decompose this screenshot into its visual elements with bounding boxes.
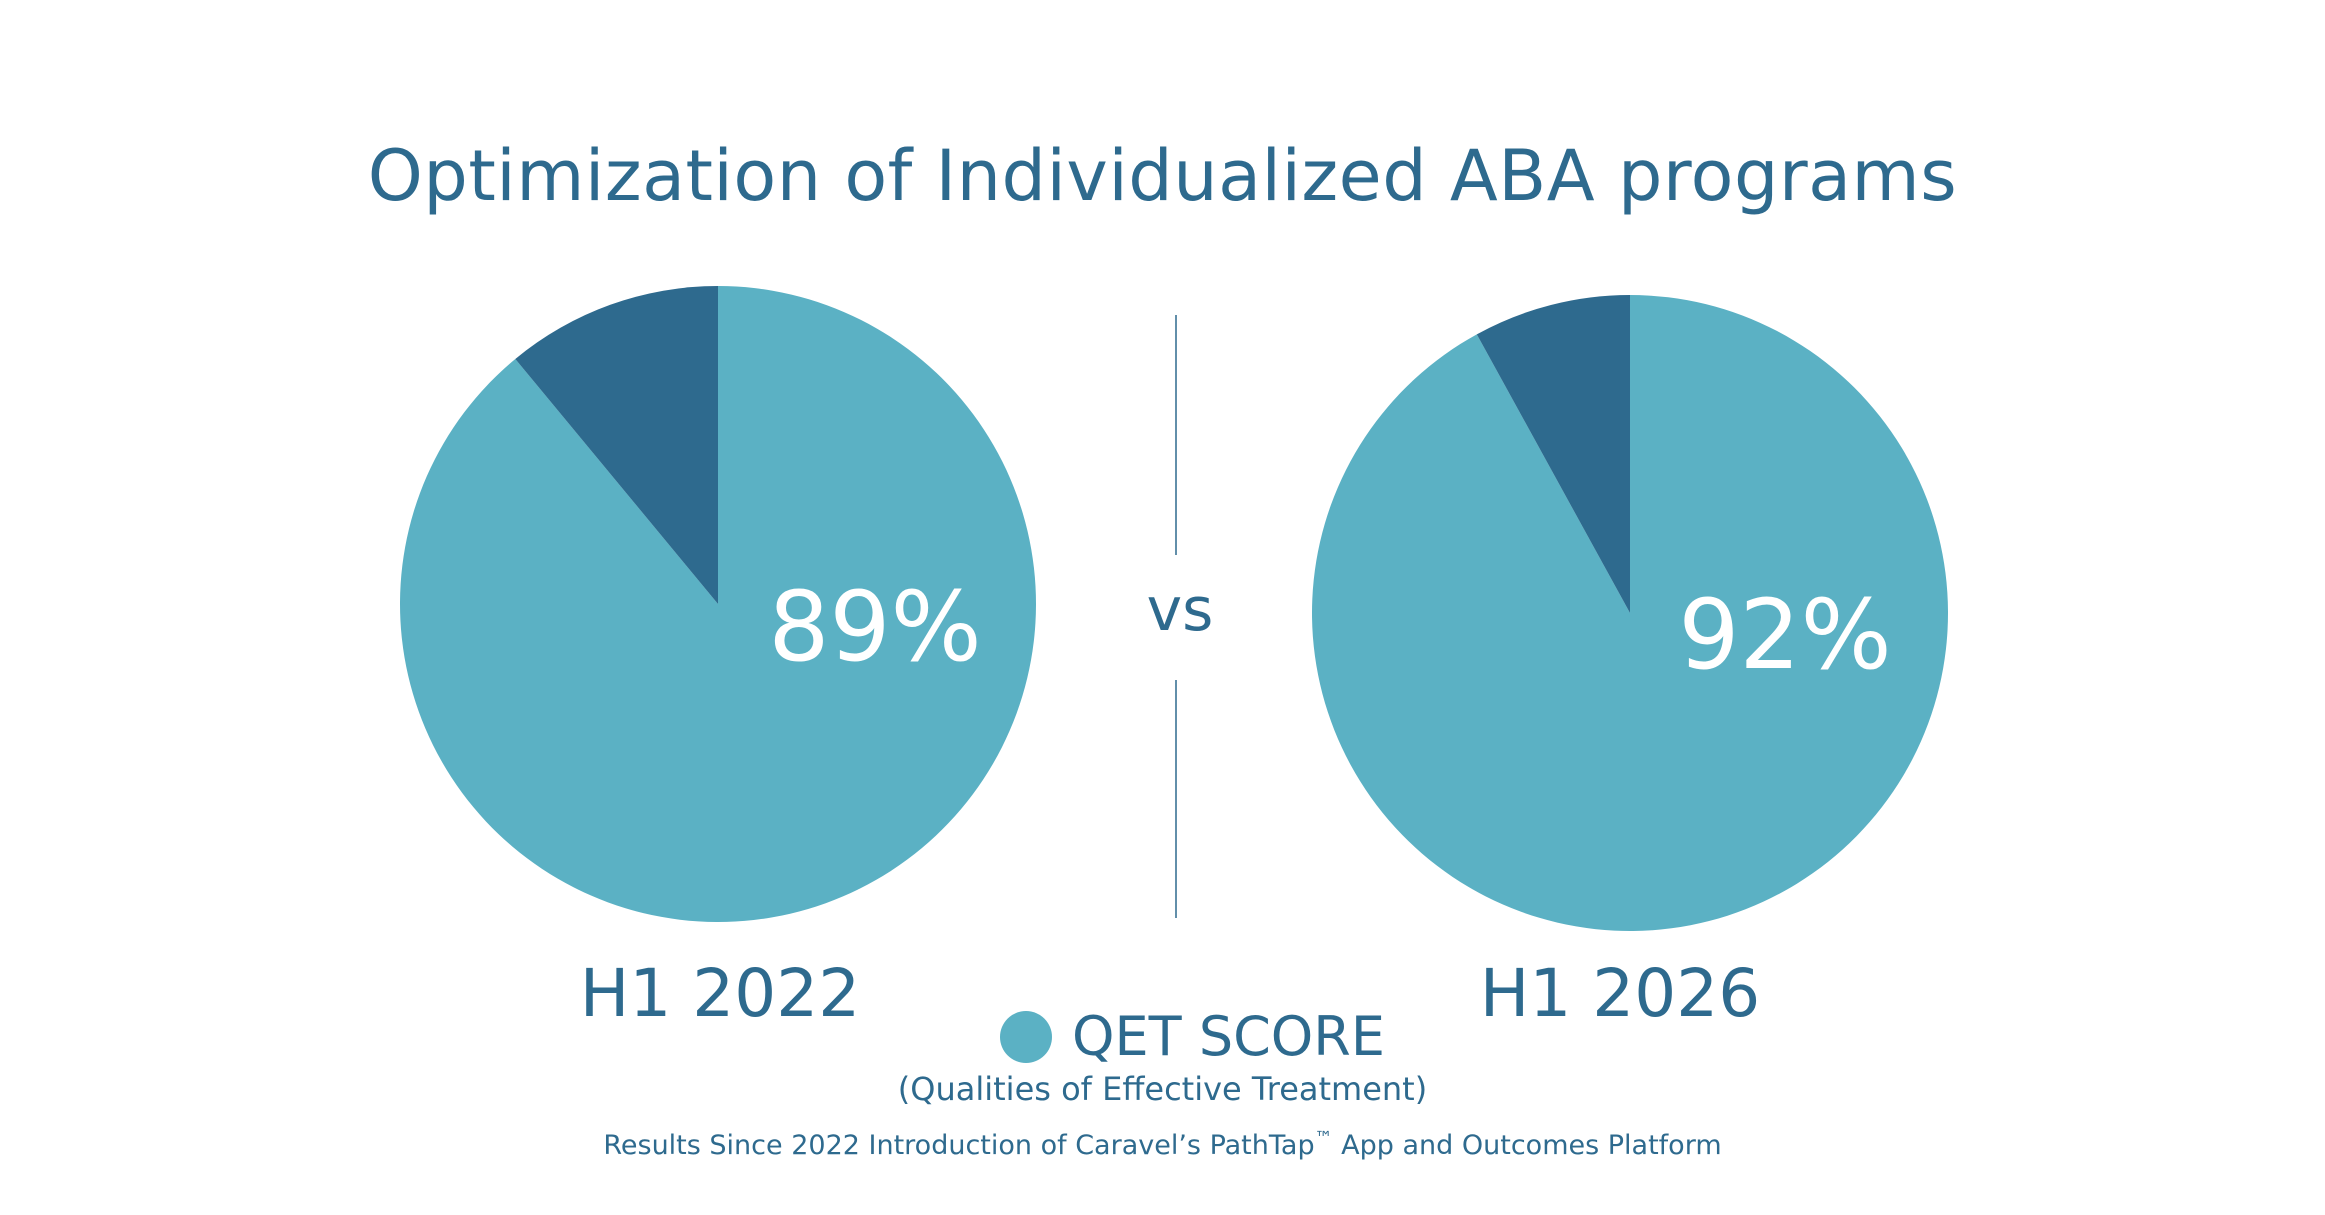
trademark-symbol: ™ — [1314, 1128, 1333, 1149]
pie-chart-h1-2026: 92% — [1312, 295, 1949, 931]
pie-data-label: 89% — [768, 571, 981, 683]
legend: QET SCORE — [0, 1005, 2325, 1068]
legend-swatch — [1000, 1010, 1053, 1063]
legend-label: QET SCORE — [1072, 1005, 1385, 1068]
pie-slice-remainder — [515, 286, 718, 604]
pie-slice-remainder — [1476, 295, 1630, 613]
pie-slice-qet-score — [400, 286, 1037, 923]
vs-label: vs — [1146, 575, 1214, 645]
pie-data-label: 92% — [1678, 579, 1891, 691]
period-label-h1-2026: H1 2026 — [1479, 955, 1761, 1032]
chart-title: Optimization of Individualized ABA progr… — [367, 135, 1958, 217]
legend-subtitle: (Qualities of Effective Treatment) — [897, 1070, 1428, 1108]
pie-chart-h1-2022: 89% — [400, 286, 1037, 923]
footnote-text: Results Since 2022 Introduction of Carav… — [603, 1130, 1315, 1161]
footnote-text-end: App and Outcomes Platform — [1332, 1130, 1722, 1161]
period-label-h1-2022: H1 2022 — [579, 955, 861, 1032]
footnote: Results Since 2022 Introduction of Carav… — [0, 1128, 2325, 1161]
